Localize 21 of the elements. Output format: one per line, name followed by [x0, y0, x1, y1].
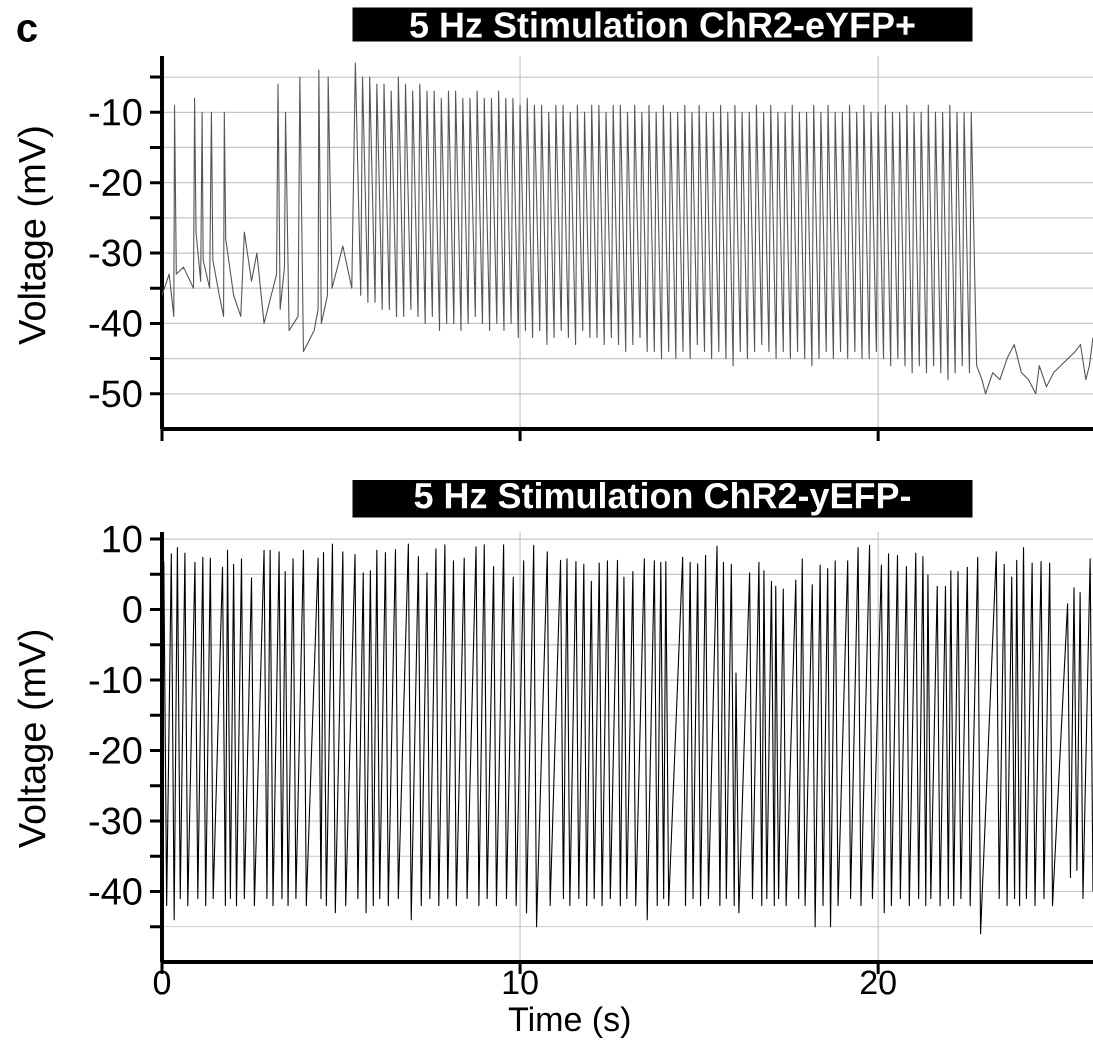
y-tick-label: 10	[103, 525, 142, 553]
y-tick-label: -40	[89, 878, 142, 905]
y-tick-label: -10	[89, 98, 142, 126]
chart-title: 5 Hz Stimulation ChR2-yEFP-	[414, 482, 911, 516]
line-series	[162, 62, 1093, 395]
chart-title: 5 Hz Stimulation ChR2-eYFP+	[410, 11, 915, 38]
y-tick-label: -30	[89, 239, 142, 267]
y-axis-title: Voltage (mV)	[17, 127, 54, 345]
x-tick-label: 0	[153, 970, 171, 995]
y-tick-label: -20	[89, 737, 142, 764]
text: c	[17, 20, 37, 42]
y-tick-label: -50	[89, 380, 142, 408]
x-tick-label: 20	[860, 970, 896, 995]
y-tick-label: -10	[89, 666, 142, 694]
x-axis-title: Time (s)	[508, 1006, 630, 1039]
y-tick-label: -20	[89, 169, 142, 197]
x-tick-label: 10	[503, 970, 538, 995]
y-axis-title: Voltage (mV)	[17, 630, 54, 849]
y-tick-label: 0	[123, 596, 142, 623]
y-tick-label: -40	[89, 309, 142, 337]
y-tick-label: -30	[89, 807, 142, 835]
